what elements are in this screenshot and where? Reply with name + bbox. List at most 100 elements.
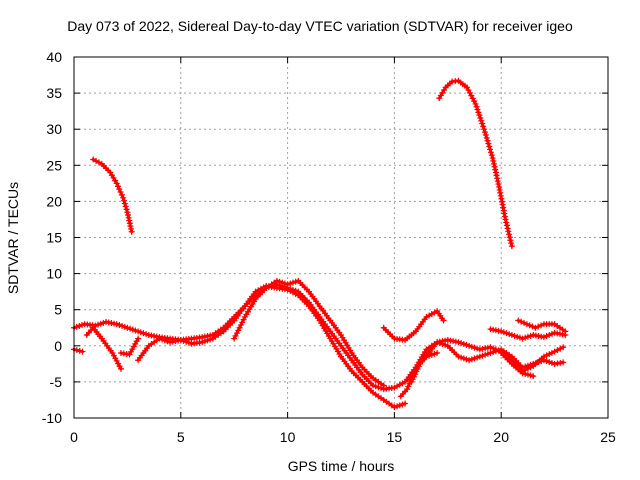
x-tick-label: 25 bbox=[600, 429, 616, 445]
data-point bbox=[529, 323, 536, 330]
data-point bbox=[472, 100, 479, 107]
data-point bbox=[458, 340, 465, 347]
data-point bbox=[164, 338, 171, 345]
series-arc-5 bbox=[83, 324, 124, 372]
data-point bbox=[236, 324, 243, 331]
data-point bbox=[548, 330, 555, 337]
data-point bbox=[119, 322, 126, 329]
x-tick-label: 15 bbox=[387, 429, 403, 445]
y-tick-label: 15 bbox=[46, 230, 62, 246]
data-point bbox=[485, 140, 492, 147]
data-point bbox=[113, 180, 120, 187]
data-point bbox=[455, 339, 462, 346]
series-arc-14 bbox=[498, 350, 537, 380]
data-point bbox=[276, 278, 283, 285]
y-tick-label: -10 bbox=[42, 410, 62, 426]
data-point bbox=[116, 186, 123, 193]
data-point bbox=[143, 331, 150, 338]
data-point bbox=[548, 349, 555, 356]
y-tick-label: 40 bbox=[46, 49, 62, 65]
data-point bbox=[128, 228, 135, 235]
data-point bbox=[543, 333, 550, 340]
data-point bbox=[527, 364, 534, 371]
data-point bbox=[543, 358, 550, 365]
y-tick-label: 10 bbox=[46, 266, 62, 282]
y-tick-label: 25 bbox=[46, 157, 62, 173]
data-point bbox=[394, 403, 401, 410]
data-point bbox=[482, 351, 489, 358]
data-point bbox=[287, 280, 294, 287]
data-point bbox=[546, 331, 553, 338]
series-arc-1 bbox=[90, 156, 135, 235]
series-arc-9 bbox=[380, 308, 447, 344]
series-arc-2 bbox=[436, 77, 515, 250]
data-point bbox=[476, 353, 483, 360]
data-point bbox=[201, 338, 208, 345]
x-axis-label: GPS time / hours bbox=[288, 458, 395, 474]
data-point bbox=[468, 356, 475, 363]
data-point bbox=[560, 359, 567, 366]
data-point bbox=[493, 172, 500, 179]
data-point bbox=[281, 280, 288, 287]
data-point bbox=[123, 206, 130, 213]
data-point bbox=[503, 219, 510, 226]
data-point bbox=[117, 365, 124, 372]
data-point bbox=[471, 355, 478, 362]
data-point bbox=[508, 331, 515, 338]
data-point bbox=[126, 217, 133, 224]
data-point bbox=[125, 212, 132, 219]
data-point bbox=[121, 323, 128, 330]
data-point bbox=[560, 344, 567, 351]
data-point bbox=[481, 129, 488, 136]
x-tick-label: 0 bbox=[70, 429, 78, 445]
y-tick-label: 35 bbox=[46, 85, 62, 101]
data-point bbox=[233, 330, 240, 337]
data-point bbox=[372, 383, 379, 390]
data-point bbox=[235, 327, 242, 334]
data-point bbox=[514, 333, 521, 340]
data-point bbox=[100, 319, 107, 326]
data-point bbox=[502, 216, 509, 223]
data-point bbox=[399, 401, 406, 408]
y-tick-label: 0 bbox=[54, 338, 62, 354]
data-point bbox=[177, 337, 184, 344]
data-point bbox=[511, 332, 518, 339]
data-point bbox=[460, 355, 467, 362]
series-arc-6 bbox=[117, 335, 142, 358]
data-point bbox=[506, 234, 513, 241]
data-point bbox=[115, 183, 122, 190]
data-point bbox=[391, 404, 398, 411]
data-point bbox=[524, 371, 531, 378]
data-point bbox=[239, 319, 246, 326]
data-point bbox=[127, 223, 134, 230]
data-point bbox=[117, 189, 124, 196]
data-point bbox=[273, 277, 280, 284]
data-point bbox=[463, 341, 470, 348]
data-point bbox=[79, 348, 86, 355]
data-point bbox=[522, 370, 529, 377]
data-point bbox=[477, 114, 484, 121]
data-point bbox=[475, 109, 482, 116]
data-point bbox=[538, 322, 545, 329]
data-point bbox=[546, 359, 553, 366]
data-point bbox=[515, 317, 522, 324]
data-point bbox=[495, 181, 502, 188]
data-point bbox=[289, 279, 296, 286]
series-arc-4 bbox=[71, 346, 86, 355]
data-point bbox=[486, 143, 493, 150]
data-point bbox=[487, 149, 494, 156]
data-point bbox=[476, 112, 483, 119]
data-point bbox=[135, 335, 142, 342]
data-point bbox=[484, 137, 491, 144]
data-point bbox=[180, 337, 187, 344]
data-point bbox=[127, 325, 134, 332]
data-point bbox=[480, 123, 487, 130]
data-point bbox=[207, 336, 214, 343]
data-point bbox=[440, 317, 447, 324]
data-point bbox=[504, 225, 511, 232]
data-point bbox=[522, 334, 529, 341]
data-point bbox=[396, 402, 403, 409]
series-trace bbox=[136, 284, 407, 409]
data-point bbox=[135, 328, 142, 335]
